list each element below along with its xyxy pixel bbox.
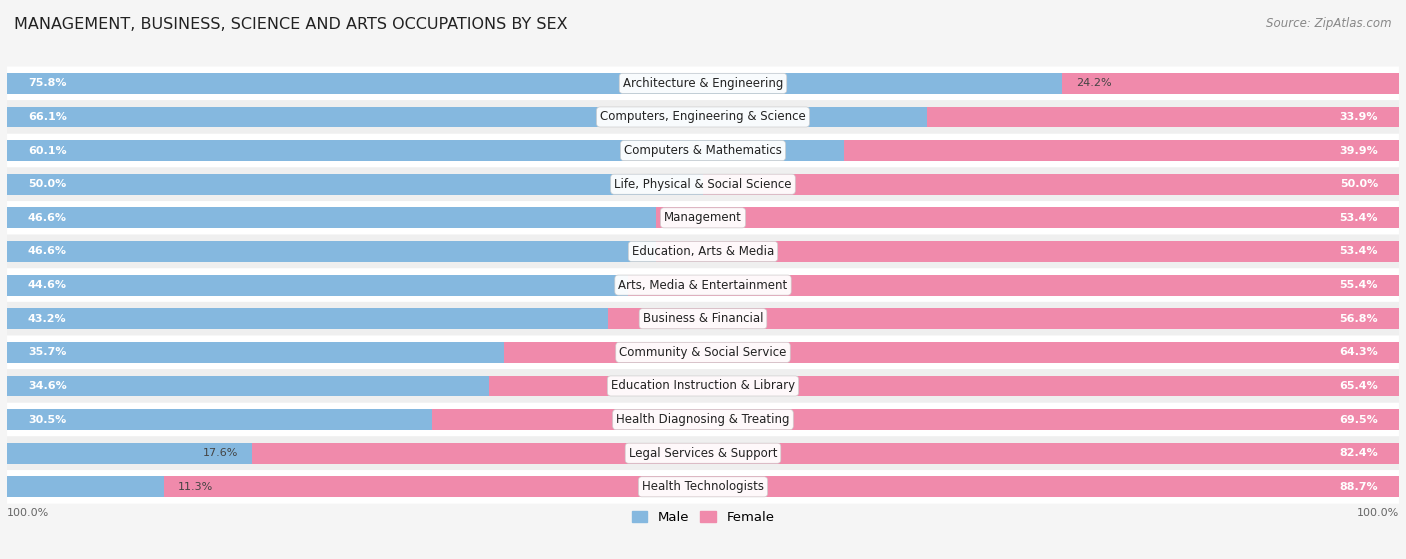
Bar	[7, 274, 1399, 296]
Bar	[7, 476, 1399, 498]
Text: 39.9%: 39.9%	[1340, 145, 1378, 155]
Text: Education, Arts & Media: Education, Arts & Media	[631, 245, 775, 258]
Text: 11.3%: 11.3%	[179, 482, 214, 492]
Bar	[7, 107, 927, 127]
Text: 88.7%: 88.7%	[1340, 482, 1378, 492]
Text: 50.0%: 50.0%	[1340, 179, 1378, 189]
Text: 46.6%: 46.6%	[28, 247, 67, 257]
Text: 75.8%: 75.8%	[28, 78, 66, 88]
Text: Education Instruction & Library: Education Instruction & Library	[612, 380, 794, 392]
Bar	[609, 309, 1399, 329]
Bar	[655, 241, 1399, 262]
Bar	[7, 409, 1399, 430]
Text: 34.6%: 34.6%	[28, 381, 66, 391]
Text: 55.4%: 55.4%	[1340, 280, 1378, 290]
Text: 50.0%: 50.0%	[28, 179, 66, 189]
Bar	[7, 443, 252, 463]
FancyBboxPatch shape	[7, 437, 1399, 470]
Text: Management: Management	[664, 211, 742, 224]
Text: 56.8%: 56.8%	[1340, 314, 1378, 324]
Text: 66.1%: 66.1%	[28, 112, 66, 122]
Text: 24.2%: 24.2%	[1076, 78, 1112, 88]
Bar	[7, 443, 1399, 463]
Text: 43.2%: 43.2%	[28, 314, 66, 324]
Text: Business & Financial: Business & Financial	[643, 312, 763, 325]
Bar	[7, 107, 1399, 127]
Bar	[7, 376, 489, 396]
Text: Arts, Media & Entertainment: Arts, Media & Entertainment	[619, 278, 787, 292]
FancyBboxPatch shape	[7, 369, 1399, 403]
Bar	[7, 73, 1062, 94]
Bar	[7, 207, 1399, 228]
Text: Health Diagnosing & Treating: Health Diagnosing & Treating	[616, 413, 790, 426]
Bar	[7, 309, 1399, 329]
Bar	[844, 140, 1399, 161]
Text: 64.3%: 64.3%	[1340, 347, 1378, 357]
Bar	[927, 107, 1399, 127]
Bar	[1062, 73, 1399, 94]
Text: Computers & Mathematics: Computers & Mathematics	[624, 144, 782, 157]
FancyBboxPatch shape	[7, 268, 1399, 302]
Bar	[7, 274, 628, 296]
Bar	[7, 409, 432, 430]
Bar	[7, 342, 1399, 363]
Bar	[7, 241, 655, 262]
Text: Health Technologists: Health Technologists	[643, 480, 763, 494]
Text: 17.6%: 17.6%	[202, 448, 238, 458]
Bar	[655, 207, 1399, 228]
Text: 30.5%: 30.5%	[28, 415, 66, 425]
FancyBboxPatch shape	[7, 403, 1399, 437]
Bar	[628, 274, 1399, 296]
Bar	[489, 376, 1399, 396]
Text: Life, Physical & Social Science: Life, Physical & Social Science	[614, 178, 792, 191]
Text: 33.9%: 33.9%	[1340, 112, 1378, 122]
Text: Computers, Engineering & Science: Computers, Engineering & Science	[600, 111, 806, 124]
Text: Community & Social Service: Community & Social Service	[619, 346, 787, 359]
Bar	[7, 241, 1399, 262]
Text: 69.5%: 69.5%	[1340, 415, 1378, 425]
Text: 100.0%: 100.0%	[1357, 508, 1399, 518]
Text: 82.4%: 82.4%	[1340, 448, 1378, 458]
FancyBboxPatch shape	[7, 100, 1399, 134]
FancyBboxPatch shape	[7, 167, 1399, 201]
FancyBboxPatch shape	[7, 134, 1399, 167]
FancyBboxPatch shape	[7, 201, 1399, 235]
Bar	[165, 476, 1399, 498]
Legend: Male, Female: Male, Female	[626, 505, 780, 529]
Text: 35.7%: 35.7%	[28, 347, 66, 357]
FancyBboxPatch shape	[7, 302, 1399, 335]
Text: 100.0%: 100.0%	[7, 508, 49, 518]
Bar	[7, 342, 503, 363]
FancyBboxPatch shape	[7, 335, 1399, 369]
Bar	[7, 73, 1399, 94]
FancyBboxPatch shape	[7, 235, 1399, 268]
Bar	[7, 140, 1399, 161]
FancyBboxPatch shape	[7, 470, 1399, 504]
Text: 53.4%: 53.4%	[1340, 213, 1378, 223]
Text: 65.4%: 65.4%	[1340, 381, 1378, 391]
Text: Source: ZipAtlas.com: Source: ZipAtlas.com	[1267, 17, 1392, 30]
FancyBboxPatch shape	[7, 67, 1399, 100]
Text: MANAGEMENT, BUSINESS, SCIENCE AND ARTS OCCUPATIONS BY SEX: MANAGEMENT, BUSINESS, SCIENCE AND ARTS O…	[14, 17, 568, 32]
Bar	[252, 443, 1399, 463]
Bar	[7, 174, 1399, 195]
Bar	[7, 376, 1399, 396]
Bar	[7, 140, 844, 161]
Text: Legal Services & Support: Legal Services & Support	[628, 447, 778, 459]
Bar	[503, 342, 1399, 363]
Bar	[7, 309, 609, 329]
Text: 44.6%: 44.6%	[28, 280, 67, 290]
Text: 60.1%: 60.1%	[28, 145, 66, 155]
Bar	[703, 174, 1399, 195]
Bar	[432, 409, 1399, 430]
Text: 53.4%: 53.4%	[1340, 247, 1378, 257]
Text: Architecture & Engineering: Architecture & Engineering	[623, 77, 783, 90]
Text: 46.6%: 46.6%	[28, 213, 67, 223]
Bar	[7, 207, 655, 228]
Bar	[7, 174, 703, 195]
Bar	[7, 476, 165, 498]
